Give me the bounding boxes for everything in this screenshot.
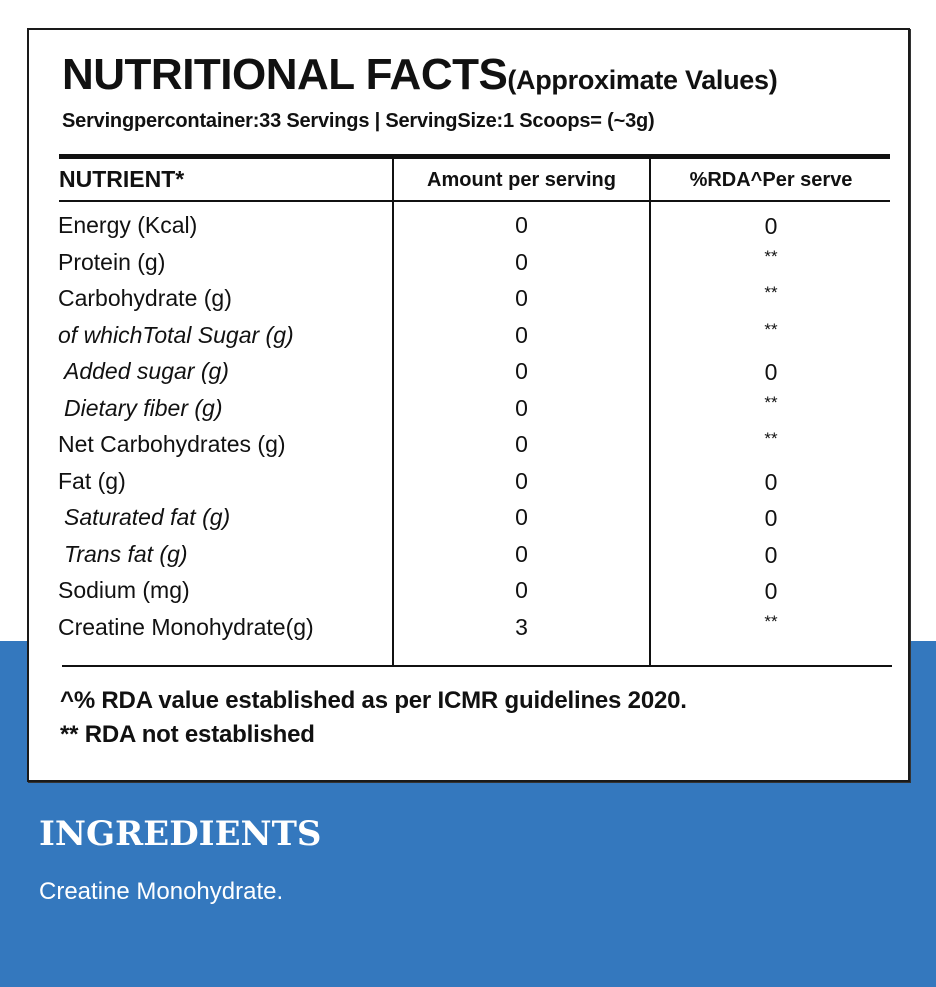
ingredients-heading: INGREDIENTS — [39, 814, 322, 854]
table-top-rule — [59, 154, 890, 159]
table-row: Carbohydrate (g) 0 ** — [29, 283, 908, 322]
column-divider-2 — [649, 159, 651, 667]
nutrient-amount: 0 — [515, 467, 528, 494]
nutrient-amount: 0 — [515, 285, 528, 311]
nutrient-name: Protein (g) — [58, 248, 166, 275]
nutrient-rda: ** — [764, 319, 778, 339]
nutrient-rda: 0 — [764, 468, 778, 495]
table-row: Creatine Monohydrate(g) 3 ** — [29, 611, 908, 651]
nutrient-amount: 0 — [515, 394, 528, 421]
nutrient-name: Creatine Monohydrate(g) — [58, 613, 314, 640]
nutrient-rda: ** — [764, 611, 778, 631]
table-row: Dietary fiber (g) 0 ** — [29, 392, 908, 432]
nutrient-name: Sodium (mg) — [58, 577, 190, 603]
footnote-rda-not-established: ** RDA not established — [60, 721, 315, 748]
nutrition-title-subtitle: (Approximate Values) — [507, 65, 778, 95]
nutrient-amount: 0 — [515, 212, 528, 238]
table-row: Energy (Kcal) 0 0 — [29, 212, 908, 249]
table-row: Net Carbohydrates (g) 0 ** — [29, 429, 908, 468]
table-row: Saturated fat (g) 0 0 — [29, 504, 908, 541]
nutrient-rda: ** — [764, 246, 778, 266]
nutrient-name: Carbohydrate (g) — [58, 285, 232, 311]
table-bottom-rule — [62, 665, 892, 667]
table-row: Trans fat (g) 0 0 — [29, 541, 908, 578]
nutrient-rda: 0 — [764, 505, 778, 531]
serving-info: Servingpercontainer:33 Servings | Servin… — [62, 110, 655, 132]
nutrient-name: Added sugar (g) — [64, 358, 229, 384]
table-row: of whichTotal Sugar (g) 0 ** — [29, 319, 908, 359]
table-row: Sodium (mg) 0 0 — [29, 577, 908, 614]
column-divider-1 — [392, 159, 394, 667]
nutrition-title: NUTRITIONAL FACTS(Approximate Values) — [62, 50, 778, 100]
nutrient-rda: 0 — [764, 359, 778, 385]
nutrient-amount: 0 — [515, 358, 528, 384]
nutrient-rda: ** — [764, 392, 778, 412]
ingredients-text: Creatine Monohydrate. — [39, 878, 284, 905]
nutrient-name: Net Carbohydrates (g) — [58, 431, 286, 457]
nutrient-amount: 0 — [515, 248, 528, 275]
header-nutrient: NUTRIENT* — [59, 166, 185, 192]
nutrient-rda: 0 — [764, 541, 778, 568]
nutrient-amount: 0 — [515, 504, 528, 530]
nutrient-amount: 0 — [515, 321, 528, 348]
nutrient-name: Saturated fat (g) — [64, 504, 231, 530]
nutrition-facts-panel: NUTRITIONAL FACTS(Approximate Values) Se… — [27, 28, 910, 782]
nutrition-table-body: Energy (Kcal) 0 0 Protein (g) 0 ** Carbo… — [29, 212, 908, 650]
nutrient-amount: 3 — [515, 613, 528, 640]
nutrient-amount: 0 — [515, 540, 528, 567]
header-rda: %RDA^Per serve — [689, 169, 853, 191]
nutrient-name: Trans fat (g) — [64, 540, 188, 567]
nutrient-name: Fat (g) — [58, 467, 126, 494]
table-row: Protein (g) 0 ** — [29, 246, 908, 286]
nutrient-name: of whichTotal Sugar (g) — [58, 321, 294, 348]
nutrient-rda: 0 — [764, 578, 778, 604]
nutrient-name: Energy (Kcal) — [58, 212, 198, 238]
nutrient-amount: 0 — [515, 577, 528, 603]
nutrient-amount: 0 — [515, 431, 528, 457]
header-amount: Amount per serving — [427, 169, 616, 191]
nutrient-rda: ** — [764, 429, 778, 448]
table-row: Fat (g) 0 0 — [29, 468, 908, 505]
nutrient-name: Dietary fiber (g) — [64, 394, 223, 421]
table-header-rule — [59, 200, 890, 202]
nutrient-rda: ** — [764, 283, 778, 302]
table-row: Added sugar (g) 0 0 — [29, 358, 908, 395]
nutrition-title-main: NUTRITIONAL FACTS — [62, 50, 508, 99]
nutrient-rda: 0 — [764, 213, 778, 239]
footnote-rda-source: ^% RDA value established as per ICMR gui… — [60, 687, 687, 714]
